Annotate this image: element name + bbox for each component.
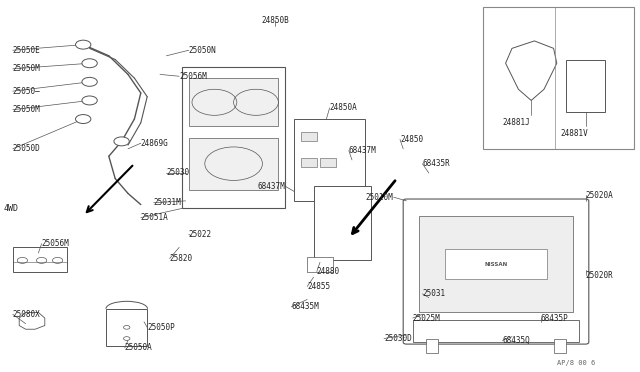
Bar bbox=[307, 257, 333, 272]
Text: 68437M: 68437M bbox=[349, 146, 376, 155]
Bar bbox=[320, 158, 336, 167]
Text: 25056M: 25056M bbox=[179, 72, 207, 81]
Text: 24881V: 24881V bbox=[560, 129, 588, 138]
Text: 25050N: 25050N bbox=[189, 46, 216, 55]
Circle shape bbox=[82, 96, 97, 105]
Bar bbox=[483, 7, 634, 149]
Text: 25050P: 25050P bbox=[147, 323, 175, 332]
Text: 25050E: 25050E bbox=[13, 46, 40, 55]
Bar bbox=[554, 339, 566, 353]
Bar bbox=[301, 132, 317, 141]
Text: 68435P: 68435P bbox=[541, 314, 568, 323]
Text: 25025M: 25025M bbox=[413, 314, 440, 323]
Text: 68437M: 68437M bbox=[257, 182, 285, 190]
Text: 25080X: 25080X bbox=[13, 310, 40, 319]
Bar bbox=[301, 158, 317, 167]
Circle shape bbox=[82, 59, 97, 68]
Text: 25031M: 25031M bbox=[154, 198, 181, 207]
FancyBboxPatch shape bbox=[403, 199, 589, 344]
Text: 68435Q: 68435Q bbox=[502, 336, 530, 345]
Bar bbox=[13, 247, 67, 272]
Text: 24850A: 24850A bbox=[330, 103, 357, 112]
Text: 25010M: 25010M bbox=[366, 193, 394, 202]
Text: 25050—: 25050— bbox=[13, 87, 40, 96]
Text: 25050M: 25050M bbox=[13, 105, 40, 114]
Bar bbox=[182, 67, 285, 208]
Text: 4WD: 4WD bbox=[3, 204, 18, 213]
Text: 25020A: 25020A bbox=[586, 191, 613, 200]
Bar bbox=[314, 186, 371, 260]
Text: 25820: 25820 bbox=[170, 254, 193, 263]
Text: 25031: 25031 bbox=[422, 289, 445, 298]
Circle shape bbox=[76, 40, 91, 49]
Text: 25030: 25030 bbox=[166, 169, 189, 177]
Text: 24855: 24855 bbox=[307, 282, 330, 291]
Text: 25056M: 25056M bbox=[42, 239, 69, 248]
Bar bbox=[426, 339, 438, 353]
Text: 25050A: 25050A bbox=[125, 343, 152, 352]
Text: NISSAN: NISSAN bbox=[484, 262, 508, 267]
Text: 25051A: 25051A bbox=[141, 213, 168, 222]
Bar bbox=[294, 119, 365, 201]
Text: 25020R: 25020R bbox=[586, 271, 613, 280]
Text: 25050D: 25050D bbox=[13, 144, 40, 153]
Text: AP/8 00 6: AP/8 00 6 bbox=[557, 360, 595, 366]
Text: 24881J: 24881J bbox=[502, 118, 530, 127]
Bar bbox=[566, 60, 605, 112]
Text: 24869G: 24869G bbox=[141, 139, 168, 148]
Circle shape bbox=[82, 77, 97, 86]
Bar bbox=[413, 320, 579, 342]
Bar bbox=[419, 216, 573, 312]
Text: 24850B: 24850B bbox=[261, 16, 289, 25]
Bar bbox=[189, 78, 278, 126]
Text: 68435R: 68435R bbox=[422, 159, 450, 168]
Circle shape bbox=[114, 137, 129, 146]
Text: 25022: 25022 bbox=[189, 230, 212, 239]
Text: 24880: 24880 bbox=[317, 267, 340, 276]
Bar bbox=[445, 249, 547, 279]
Bar bbox=[189, 138, 278, 190]
Text: 25050M: 25050M bbox=[13, 64, 40, 73]
Text: 24850: 24850 bbox=[400, 135, 423, 144]
Circle shape bbox=[76, 115, 91, 124]
Text: 25030D: 25030D bbox=[384, 334, 412, 343]
Bar bbox=[106, 309, 147, 346]
Text: 68435M: 68435M bbox=[291, 302, 319, 311]
